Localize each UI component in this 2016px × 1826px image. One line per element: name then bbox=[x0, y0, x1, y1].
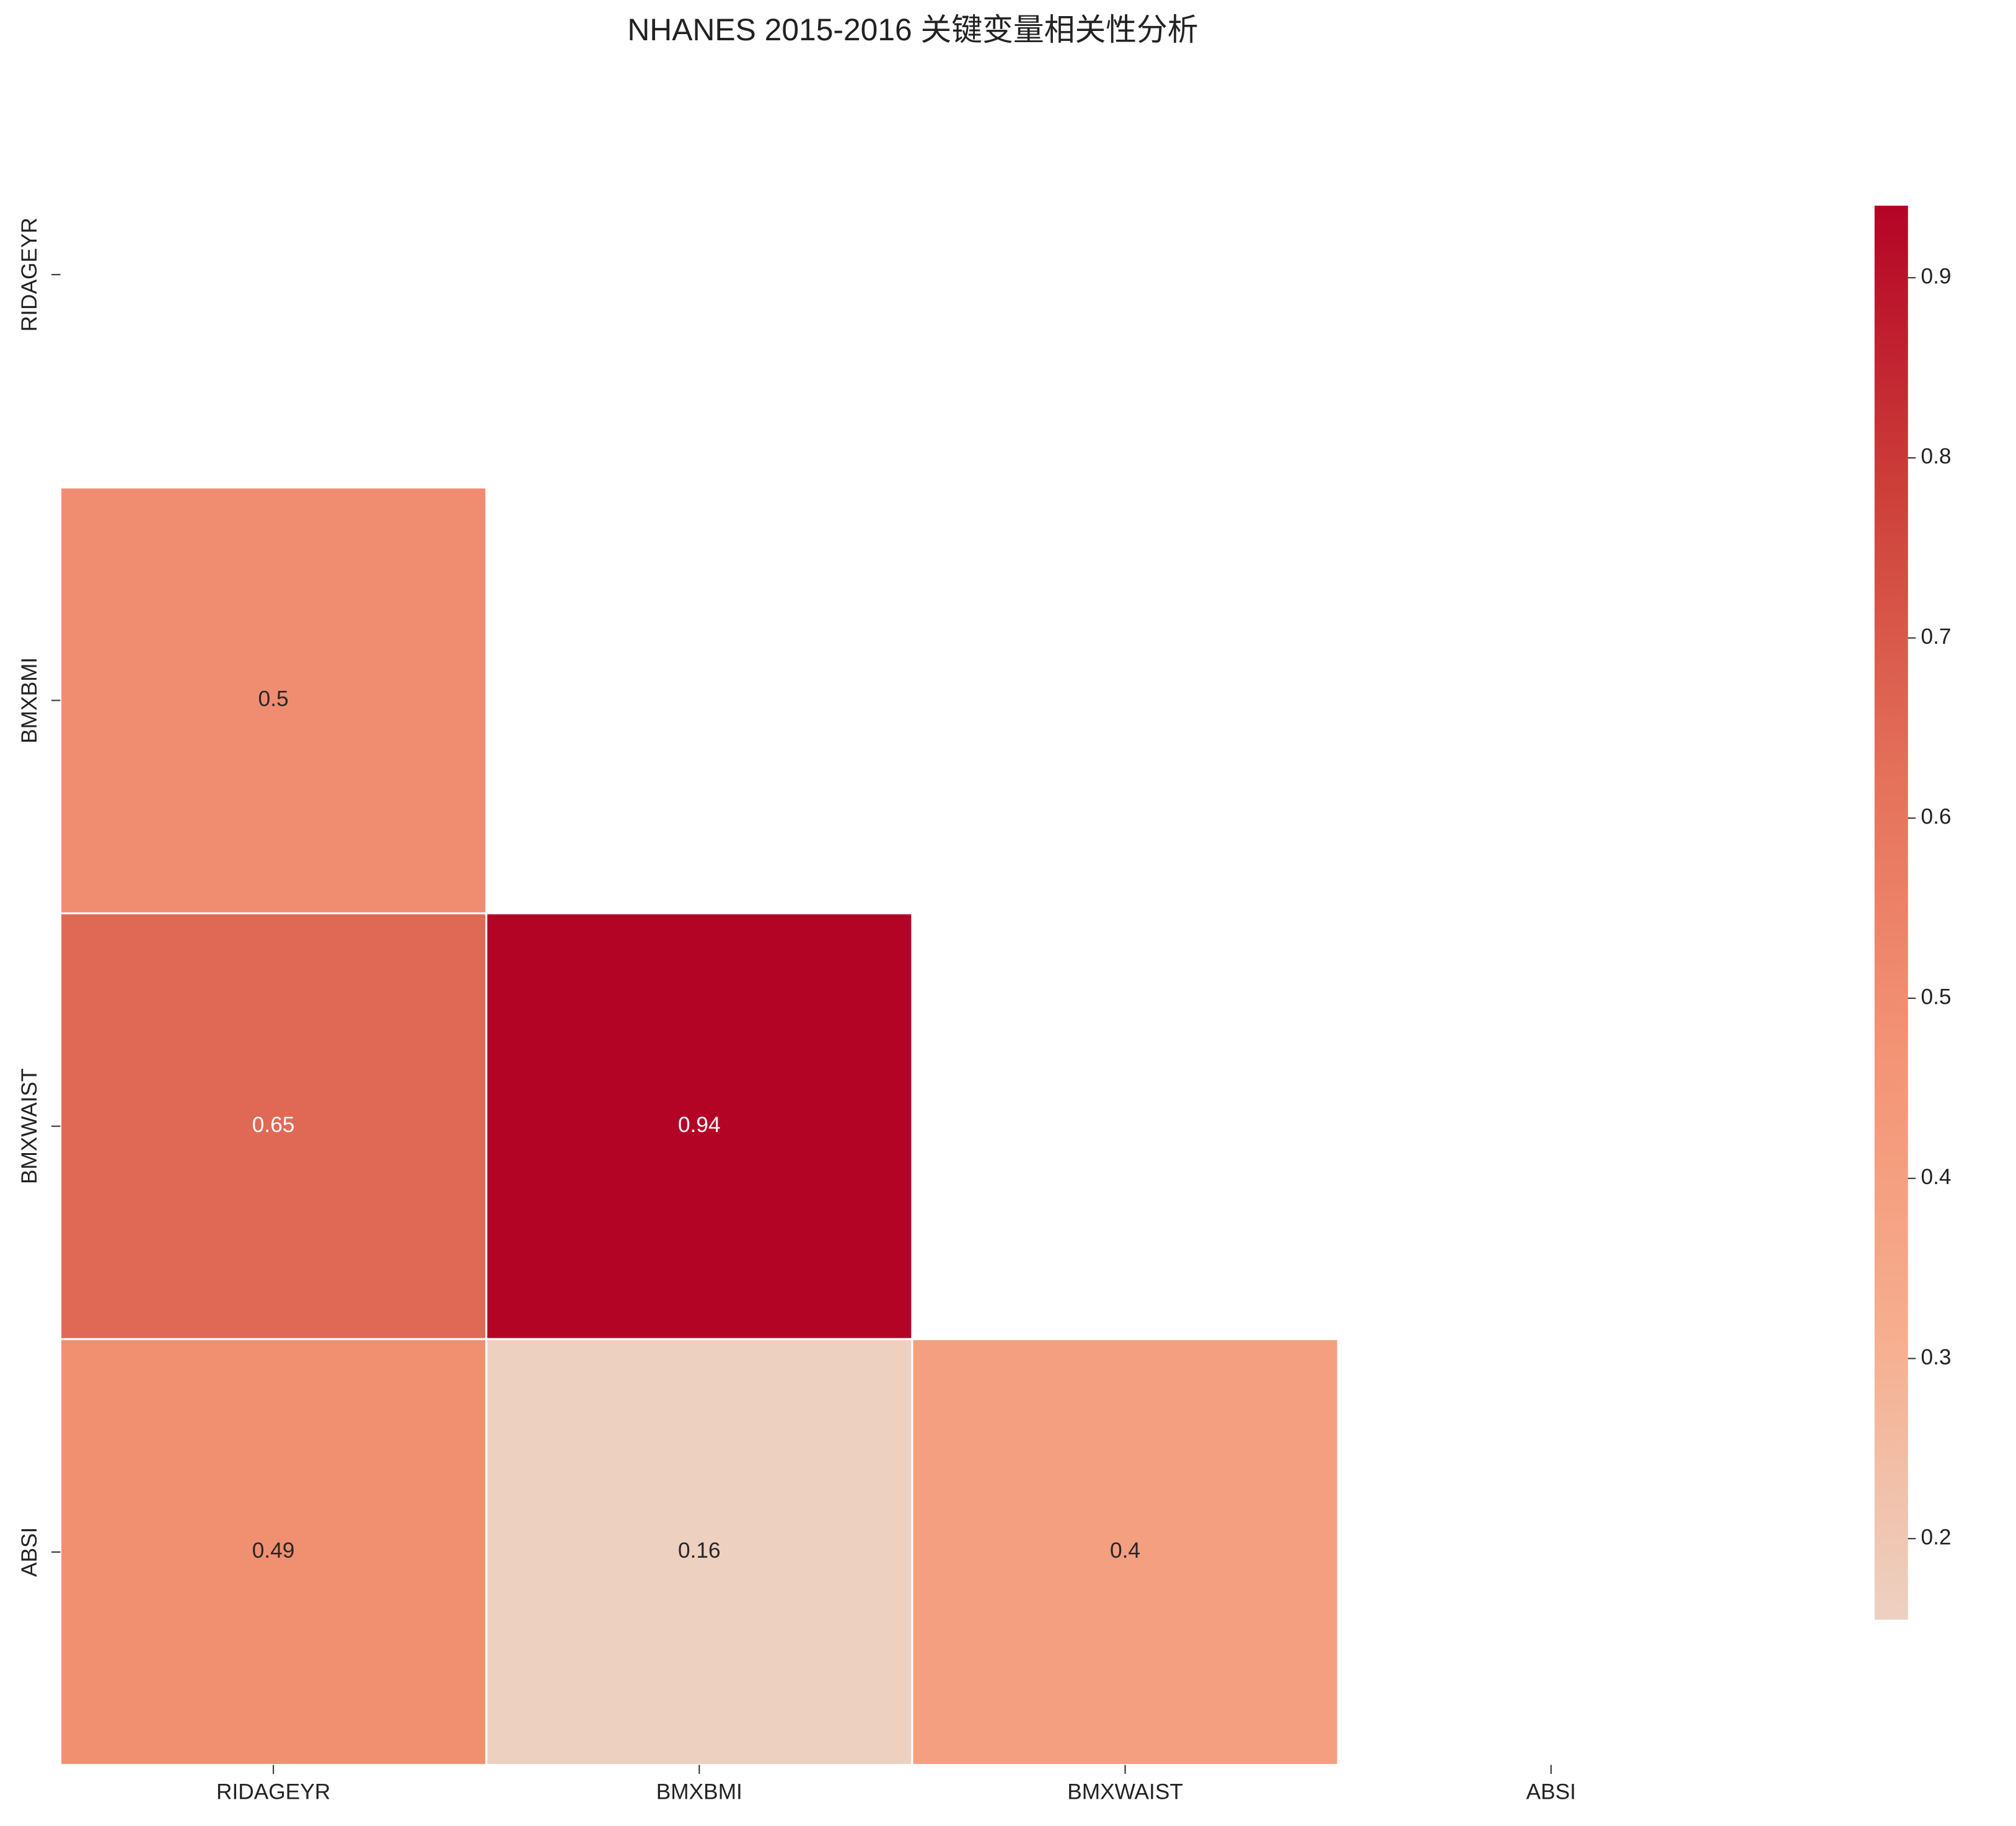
colorbar-tick-label: 0.4 bbox=[1921, 1165, 1951, 1189]
heatmap-cell bbox=[59, 912, 488, 1340]
y-tick-label: BMXBMI bbox=[17, 657, 42, 744]
colorbar-tick-label: 0.6 bbox=[1921, 805, 1951, 829]
heatmap-cell bbox=[485, 912, 913, 1340]
y-tick-label: ABSI bbox=[17, 1527, 42, 1577]
heatmap-cell bbox=[59, 486, 488, 915]
colorbar-tick-label: 0.3 bbox=[1921, 1345, 1951, 1369]
cell-label: 0.94 bbox=[678, 1113, 721, 1137]
colorbar-tick-label: 0.2 bbox=[1921, 1525, 1951, 1550]
cell-label: 0.16 bbox=[678, 1538, 721, 1563]
colorbar-tick-label: 0.5 bbox=[1921, 985, 1951, 1009]
colorbar-tick-label: 0.7 bbox=[1921, 625, 1951, 649]
x-tick-label: RIDAGEYR bbox=[216, 1780, 330, 1804]
y-tick-label: BMXWAIST bbox=[17, 1068, 42, 1184]
heatmap-cell bbox=[911, 1338, 1339, 1767]
cell-label: 0.65 bbox=[252, 1113, 295, 1137]
cell-label: 0.49 bbox=[252, 1538, 295, 1563]
cell-label: 0.4 bbox=[1110, 1538, 1140, 1563]
colorbar-tick-label: 0.9 bbox=[1921, 265, 1951, 289]
heatmap-cell bbox=[59, 1338, 488, 1767]
colorbar-tick-label: 0.8 bbox=[1921, 444, 1951, 468]
cell-label: 0.5 bbox=[258, 687, 289, 711]
chart-title: NHANES 2015-2016 关键变量相关性分析 bbox=[627, 12, 1198, 47]
colorbar bbox=[1874, 205, 1908, 1620]
y-tick-label: RIDAGEYR bbox=[17, 217, 42, 331]
x-tick-label: ABSI bbox=[1526, 1780, 1576, 1804]
x-tick-label: BMXWAIST bbox=[1067, 1780, 1183, 1804]
x-tick-label: BMXBMI bbox=[656, 1780, 742, 1804]
heatmap-cell bbox=[485, 1338, 913, 1767]
